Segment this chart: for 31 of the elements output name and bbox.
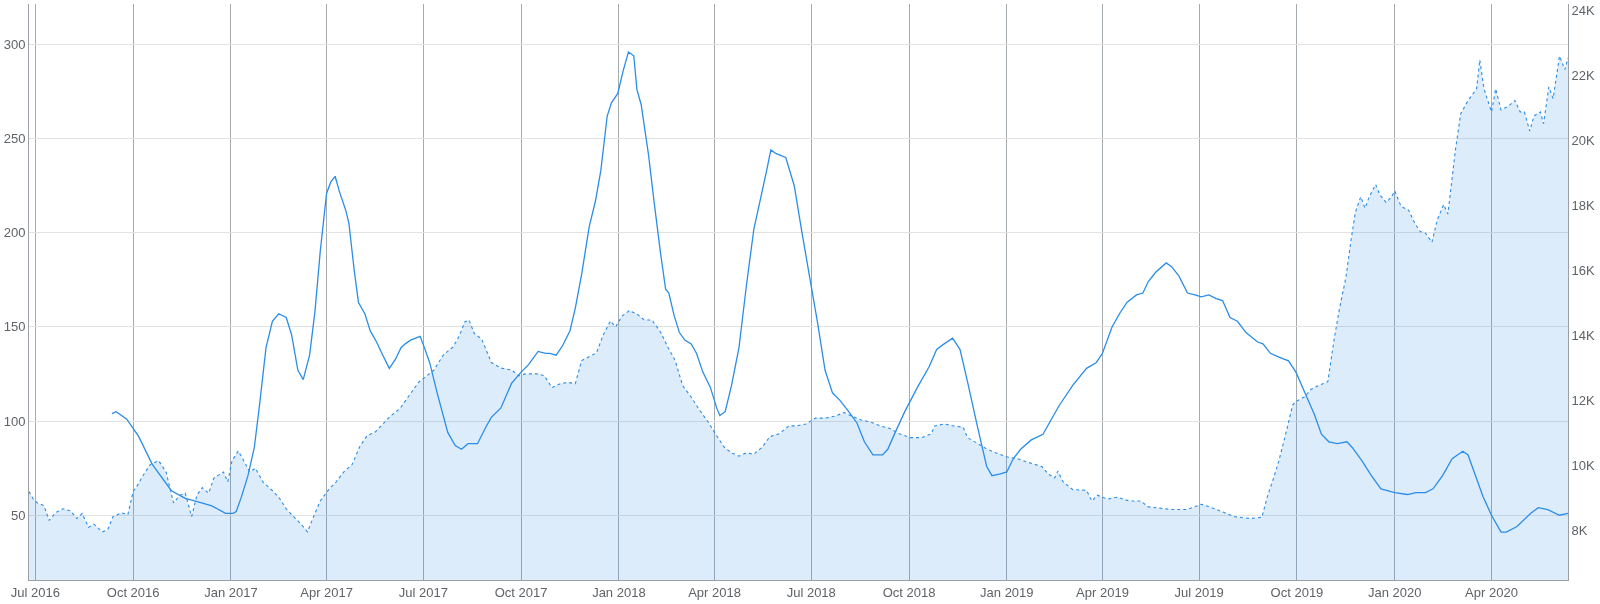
y2-tick-label: 8K xyxy=(1571,522,1588,538)
x-tick-label: Jan 2020 xyxy=(1368,584,1422,600)
y2-tick-label: 14K xyxy=(1571,327,1596,343)
y2-tick-label: 18K xyxy=(1571,197,1596,213)
x-tick-label: Apr 2020 xyxy=(1465,584,1518,600)
x-tick-label: Apr 2018 xyxy=(688,584,741,600)
y-tick-label: 50 xyxy=(10,507,26,523)
y2-tick-label: 20K xyxy=(1571,132,1596,148)
y2-tick-label: 24K xyxy=(1571,2,1596,18)
x-tick-label: Jul 2019 xyxy=(1174,584,1224,600)
x-tick-label: Jan 2017 xyxy=(204,584,258,600)
x-tick-label: Jul 2018 xyxy=(786,584,836,600)
y-tick-label: 200 xyxy=(3,225,26,241)
x-tick-label: Oct 2018 xyxy=(882,584,936,600)
x-tick-label: Jan 2018 xyxy=(592,584,646,600)
y-tick-label: 100 xyxy=(3,413,26,429)
y-tick-label: 300 xyxy=(3,37,26,53)
x-tick-label: Apr 2017 xyxy=(300,584,353,600)
y2-tick-label: 10K xyxy=(1571,457,1596,473)
x-tick-label: Oct 2019 xyxy=(1270,584,1324,600)
x-tick-label: Oct 2017 xyxy=(494,584,548,600)
x-tick-label: Apr 2019 xyxy=(1076,584,1129,600)
x-tick-label: Jul 2017 xyxy=(398,584,448,600)
y2-tick-label: 12K xyxy=(1571,392,1596,408)
y2-tick-label: 22K xyxy=(1571,67,1596,83)
x-tick-label: Jan 2019 xyxy=(980,584,1034,600)
y-tick-label: 250 xyxy=(3,131,26,147)
y-tick-label: 150 xyxy=(3,319,26,335)
x-tick-label: Jul 2016 xyxy=(10,584,60,600)
x-tick-label: Oct 2016 xyxy=(106,584,160,600)
y2-tick-label: 16K xyxy=(1571,262,1596,278)
